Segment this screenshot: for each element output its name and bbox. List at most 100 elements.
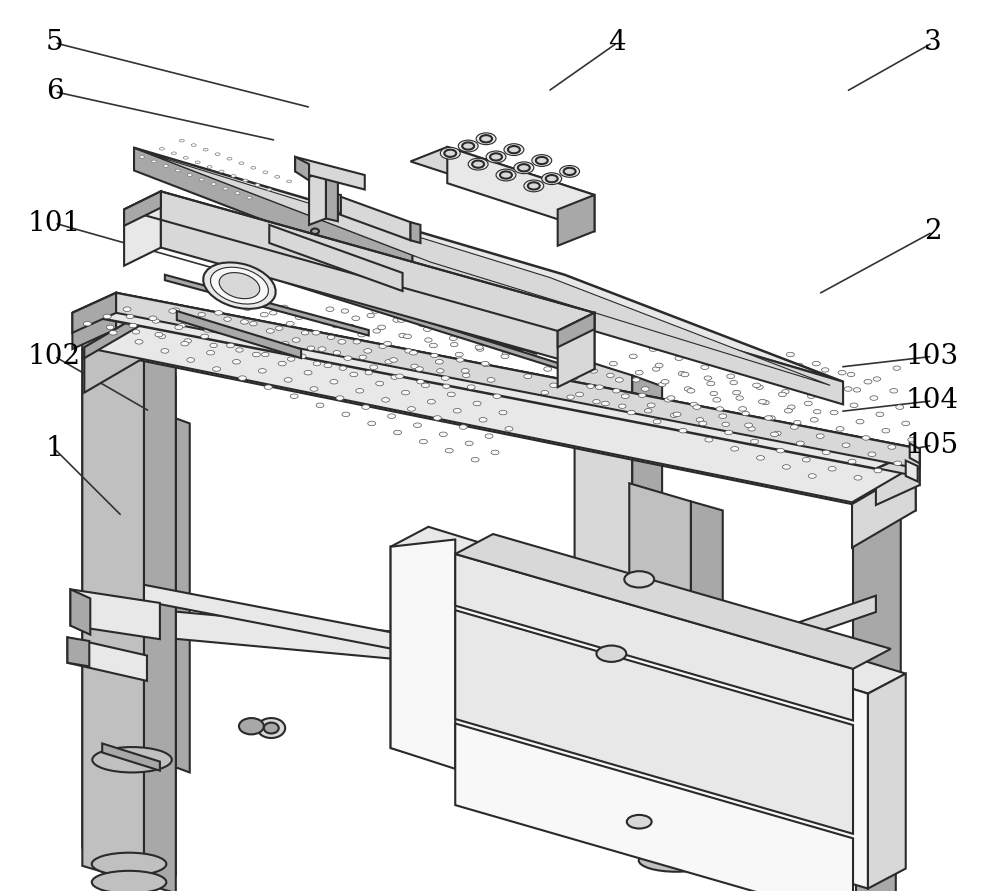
Ellipse shape bbox=[246, 336, 254, 341]
Polygon shape bbox=[868, 674, 906, 889]
Ellipse shape bbox=[250, 322, 257, 326]
Ellipse shape bbox=[295, 316, 303, 319]
Ellipse shape bbox=[767, 359, 774, 364]
Ellipse shape bbox=[408, 407, 415, 411]
Ellipse shape bbox=[842, 443, 850, 448]
Ellipse shape bbox=[765, 416, 772, 420]
Ellipse shape bbox=[287, 180, 292, 182]
Ellipse shape bbox=[410, 350, 417, 355]
Ellipse shape bbox=[396, 374, 404, 378]
Ellipse shape bbox=[284, 377, 292, 382]
Ellipse shape bbox=[465, 441, 473, 445]
Ellipse shape bbox=[429, 343, 437, 348]
Ellipse shape bbox=[504, 144, 524, 156]
Ellipse shape bbox=[123, 307, 131, 311]
Ellipse shape bbox=[251, 166, 256, 169]
Text: 1: 1 bbox=[46, 435, 63, 462]
Ellipse shape bbox=[501, 354, 509, 358]
Polygon shape bbox=[853, 503, 901, 831]
Ellipse shape bbox=[607, 373, 614, 377]
Ellipse shape bbox=[502, 351, 510, 356]
Ellipse shape bbox=[733, 391, 741, 395]
Polygon shape bbox=[84, 310, 148, 358]
Ellipse shape bbox=[444, 149, 456, 156]
Ellipse shape bbox=[870, 396, 878, 401]
Ellipse shape bbox=[270, 310, 277, 315]
Ellipse shape bbox=[560, 165, 580, 177]
Ellipse shape bbox=[770, 432, 778, 436]
Ellipse shape bbox=[673, 412, 681, 417]
Ellipse shape bbox=[644, 409, 652, 413]
Polygon shape bbox=[906, 460, 918, 482]
Ellipse shape bbox=[485, 434, 493, 438]
Ellipse shape bbox=[582, 308, 589, 312]
Ellipse shape bbox=[171, 152, 176, 155]
Ellipse shape bbox=[786, 352, 794, 357]
Polygon shape bbox=[102, 351, 160, 718]
Ellipse shape bbox=[716, 407, 724, 411]
Polygon shape bbox=[72, 293, 920, 468]
Polygon shape bbox=[116, 293, 920, 468]
Ellipse shape bbox=[178, 324, 186, 328]
Ellipse shape bbox=[638, 393, 646, 398]
Ellipse shape bbox=[455, 352, 463, 357]
Polygon shape bbox=[391, 539, 455, 769]
Ellipse shape bbox=[370, 365, 378, 369]
Ellipse shape bbox=[203, 148, 208, 151]
Ellipse shape bbox=[135, 340, 143, 344]
Ellipse shape bbox=[272, 345, 280, 350]
Ellipse shape bbox=[324, 363, 332, 367]
Ellipse shape bbox=[742, 411, 749, 416]
Text: 105: 105 bbox=[906, 432, 959, 459]
Ellipse shape bbox=[468, 158, 488, 170]
Ellipse shape bbox=[243, 249, 249, 253]
Ellipse shape bbox=[411, 364, 418, 368]
Polygon shape bbox=[150, 154, 830, 385]
Ellipse shape bbox=[812, 361, 820, 366]
Ellipse shape bbox=[822, 451, 830, 455]
Ellipse shape bbox=[751, 439, 759, 443]
Ellipse shape bbox=[368, 421, 376, 426]
Ellipse shape bbox=[641, 387, 649, 392]
Ellipse shape bbox=[92, 747, 172, 772]
Ellipse shape bbox=[472, 161, 484, 168]
Ellipse shape bbox=[159, 148, 164, 150]
Ellipse shape bbox=[187, 358, 195, 362]
Ellipse shape bbox=[367, 314, 374, 317]
Ellipse shape bbox=[255, 183, 260, 186]
Ellipse shape bbox=[243, 179, 248, 181]
Polygon shape bbox=[144, 585, 634, 696]
Ellipse shape bbox=[458, 140, 478, 152]
Ellipse shape bbox=[480, 135, 492, 142]
Ellipse shape bbox=[227, 343, 234, 348]
Ellipse shape bbox=[280, 305, 288, 309]
Ellipse shape bbox=[415, 367, 423, 371]
Ellipse shape bbox=[856, 419, 864, 424]
Ellipse shape bbox=[479, 417, 487, 422]
Ellipse shape bbox=[439, 432, 447, 436]
Ellipse shape bbox=[172, 308, 180, 312]
Ellipse shape bbox=[788, 405, 795, 409]
Ellipse shape bbox=[214, 240, 220, 244]
Ellipse shape bbox=[613, 389, 620, 393]
Ellipse shape bbox=[342, 412, 350, 417]
Ellipse shape bbox=[493, 394, 501, 399]
Ellipse shape bbox=[874, 468, 882, 473]
Polygon shape bbox=[102, 744, 160, 771]
Ellipse shape bbox=[627, 410, 635, 415]
Ellipse shape bbox=[570, 375, 578, 380]
Ellipse shape bbox=[287, 357, 295, 361]
Ellipse shape bbox=[655, 363, 663, 367]
Ellipse shape bbox=[447, 392, 455, 397]
Ellipse shape bbox=[262, 352, 269, 357]
Ellipse shape bbox=[149, 316, 157, 321]
Ellipse shape bbox=[808, 394, 815, 399]
Ellipse shape bbox=[384, 342, 392, 346]
Ellipse shape bbox=[461, 368, 469, 373]
Ellipse shape bbox=[649, 347, 657, 351]
Ellipse shape bbox=[184, 232, 190, 235]
Ellipse shape bbox=[528, 182, 540, 190]
Ellipse shape bbox=[365, 370, 372, 375]
Ellipse shape bbox=[798, 385, 806, 390]
Ellipse shape bbox=[219, 273, 260, 299]
